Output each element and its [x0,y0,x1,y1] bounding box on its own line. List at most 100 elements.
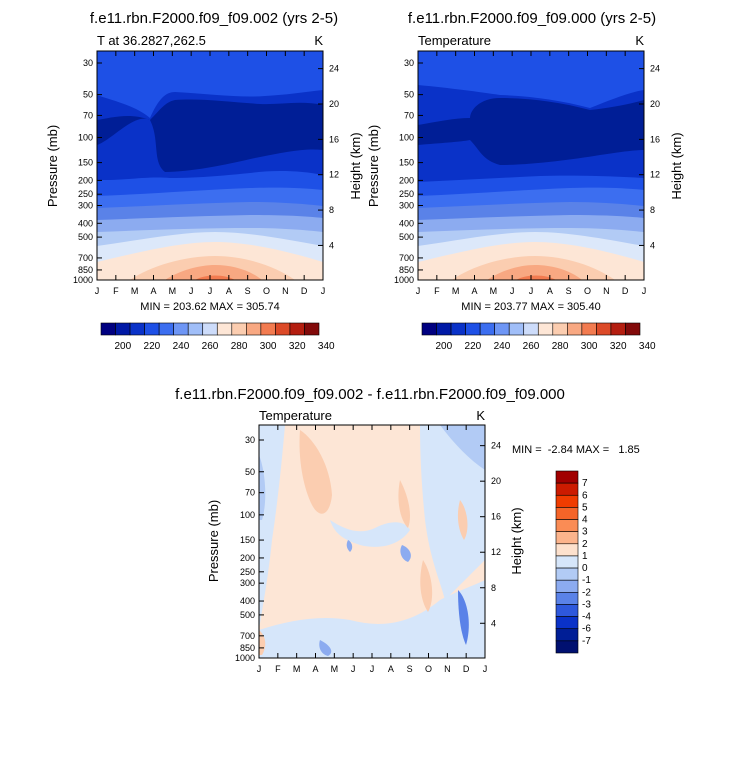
month-tick-label: F [113,286,119,296]
pressure-tick-label: 70 [404,110,414,120]
diff-region-neg-right-corner [440,425,485,470]
month-tick-label: N [282,286,289,296]
colorbar-label: 220 [465,341,482,352]
pressure-tick-label: 200 [399,175,414,185]
colorbar-swatch [555,470,579,484]
contour-band-3 [418,98,644,165]
diff-region-neg-left-strong [259,455,266,520]
month-tick-label: J [208,286,213,296]
month-tick-label: F [434,286,440,296]
colorbar-swatch [508,322,525,336]
month-tick-label: J [257,664,262,674]
colorbar-label: 240 [173,341,190,352]
panel-3-stats: MIN = -2.84 MAX = 1.85 [512,444,640,456]
pressure-tick-label: 700 [240,631,255,641]
diff-region-neg-right-upper [420,425,485,600]
month-tick-label: J [483,664,488,674]
panel-1: f.e11.rbn.F2000.f09_f09.002 (yrs 2-5) T … [45,10,363,352]
month-tick-label: J [95,286,100,296]
colorbar-swatch [555,616,579,630]
colorbar-label: -2 [582,587,591,598]
colorbar-label: 0 [582,563,588,574]
colorbar-swatch [555,519,579,532]
month-tick-label: J [529,286,534,296]
panel-1-contours [97,51,323,280]
colorbar-label: -4 [582,612,591,623]
pressure-tick-label: 150 [399,158,414,168]
colorbar-label: 280 [231,341,248,352]
colorbar-swatch [523,322,539,336]
panel-1-stats: MIN = 203.62 MAX = 305.74 [140,301,279,313]
month-tick-label: J [370,664,375,674]
colorbar-label: 220 [144,341,161,352]
panel-1-title: f.e11.rbn.F2000.f09_f09.002 (yrs 2-5) [90,10,338,27]
colorbar-label: 2 [582,539,588,550]
height-tick-label: 8 [650,205,655,215]
month-tick-label: A [226,286,232,296]
month-tick-label: D [622,286,629,296]
panel-2-title: f.e11.rbn.F2000.f09_f09.000 (yrs 2-5) [408,10,656,27]
pressure-tick-label: 50 [245,467,255,477]
colorbar-label: 5 [582,502,588,513]
panel-2-contours [418,51,644,280]
panel-2-units: K [635,33,644,48]
colorbar-swatch [216,322,233,336]
height-tick-label: 20 [329,99,339,109]
month-tick-label: S [245,286,251,296]
pressure-tick-label: 150 [78,158,93,168]
month-tick-label: M [490,286,498,296]
panel-3-units: K [476,408,485,423]
month-tick-label: M [452,286,460,296]
month-tick-label: J [321,286,326,296]
colorbar-label: 200 [435,341,452,352]
month-tick-label: M [169,286,177,296]
colorbar-swatch [555,592,579,605]
height-tick-label: 4 [329,240,334,250]
colorbar-swatch [537,322,554,336]
colorbar-swatch [555,604,579,617]
pressure-tick-label: 50 [404,90,414,100]
pressure-tick-label: 500 [240,610,255,620]
diff-region-neg-mid-strong [400,545,411,562]
contour-band-11 [487,265,582,280]
panel-1-colorbar: 200 220 240 260 280 300 320 340 [100,322,335,352]
month-tick-label: J [510,286,515,296]
pressure-tick-label: 100 [399,133,414,143]
colorbar-swatch [129,322,145,336]
colorbar-label: 260 [202,341,219,352]
diff-region-pos-dec [457,500,468,540]
colorbar-swatch [231,322,247,336]
month-tick-label: J [351,664,356,674]
colorbar-swatch [450,322,466,336]
pressure-tick-label: 250 [399,189,414,199]
pressure-tick-label: 30 [245,435,255,445]
pressure-tick-label: 850 [399,265,414,275]
diff-region-pos-apr [299,430,332,514]
colorbar-swatch [421,322,437,336]
pressure-tick-label: 100 [78,133,93,143]
colorbar-swatch [581,322,597,336]
colorbar-swatch [436,322,452,336]
diff-region-neg-bottom [259,580,485,658]
panel-3-contours [259,425,485,658]
colorbar-swatch [610,322,626,336]
panel-3-subtitle: Temperature [259,408,332,423]
panel-2-subtitle: Temperature [418,33,491,48]
colorbar-swatch [304,322,320,336]
pressure-tick-label: 70 [83,110,93,120]
panel-1-subtitle: T at 36.2827,262.5 [97,33,206,48]
colorbar-label: 200 [114,341,131,352]
colorbar-swatch [494,322,510,336]
colorbar-swatch [289,322,305,336]
colorbar-swatch [246,322,262,336]
panel-1-ylabel-right: Height (km) [348,132,363,199]
month-tick-label: N [444,664,451,674]
colorbar-swatch [555,628,579,642]
month-tick-label: J [416,286,421,296]
colorbar-label: -3 [582,599,591,610]
pressure-tick-label: 250 [240,567,255,577]
panel-3: f.e11.rbn.F2000.f09_f09.002 - f.e11.rbn.… [175,386,640,674]
height-tick-label: 16 [491,512,501,522]
pressure-tick-label: 400 [399,218,414,228]
pressure-tick-label: 500 [399,232,414,242]
